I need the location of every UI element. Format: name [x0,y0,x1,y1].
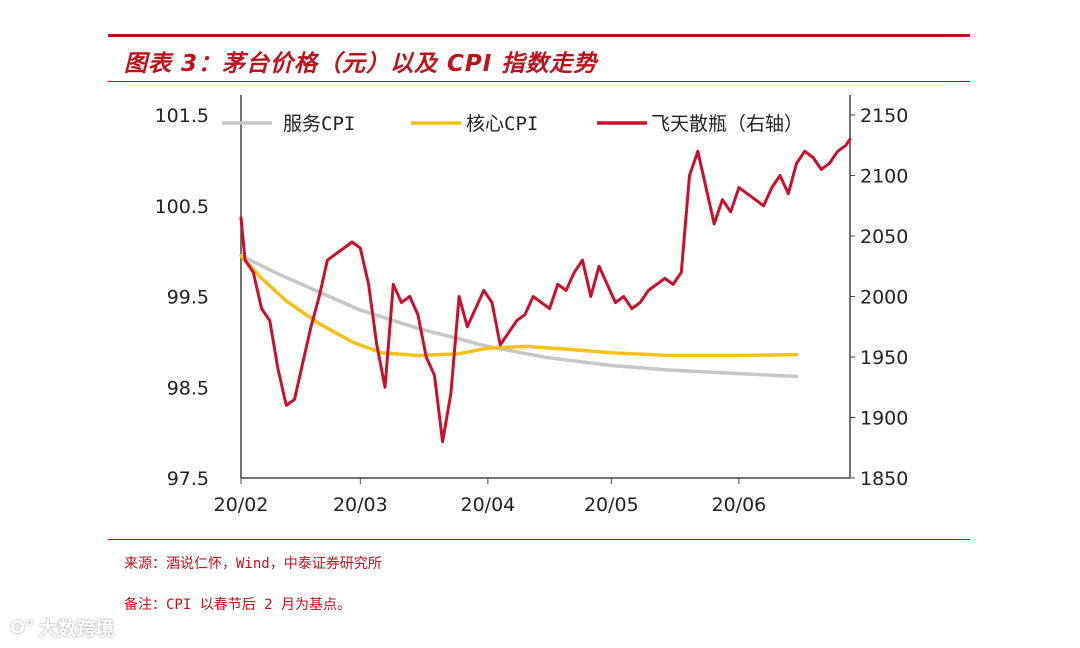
watermark-text: 大数跨境 [38,618,115,640]
x-tick-label: 20/05 [584,494,639,516]
top-rule [108,34,970,37]
watermark: ʘ° 大数跨境 [10,614,114,641]
y-left-tick-label: 101.5 [155,105,209,127]
watermark-logo-icon: ʘ° [10,617,35,638]
series-line-2 [239,137,852,444]
title-rule [108,81,970,82]
y-right-tick-label: 2000 [860,287,908,309]
y-left-tick-label: 100.5 [155,196,209,218]
y-right-tick-label: 2150 [860,105,908,127]
y-right-tick-label: 2050 [860,226,908,248]
figure-title: 图表 3：茅台价格（元）以及 CPI 指数走势 [124,51,598,77]
x-tick-label: 20/06 [712,494,767,516]
legend: 服务CPI 核心CPI 飞天散瓶（右轴） [222,113,803,135]
tick-labels: 101.5 100.5 99.5 98.5 97.5 2150 2100 2050 2000 19… [155,105,909,516]
legend-label: 核心CPI [466,113,538,135]
axes [240,95,855,484]
series-lines [239,137,852,444]
y-left-tick-label: 98.5 [167,377,209,399]
legend-label: 飞天散瓶（右轴） [651,113,803,135]
y-right-tick-label: 1950 [860,347,908,369]
source-note: 来源：酒说仁怀，Wind，中泰证券研究所 [124,556,382,572]
remark-note: 备注：CPI 以春节后 2 月为基点。 [124,597,352,613]
y-right-tick-label: 1900 [860,408,908,430]
series-line-0 [239,253,799,379]
x-tick-label: 20/04 [461,494,516,516]
y-left-tick-label: 97.5 [167,468,209,490]
y-right-tick-label: 1850 [860,468,908,490]
bottom-rule [108,539,970,540]
series-line-1 [239,253,799,358]
x-tick-label: 20/03 [333,494,388,516]
y-right-tick-label: 2100 [860,166,908,188]
x-tick-label: 20/02 [214,494,269,516]
y-left-tick-label: 99.5 [167,287,209,309]
legend-label: 服务CPI [283,113,355,135]
